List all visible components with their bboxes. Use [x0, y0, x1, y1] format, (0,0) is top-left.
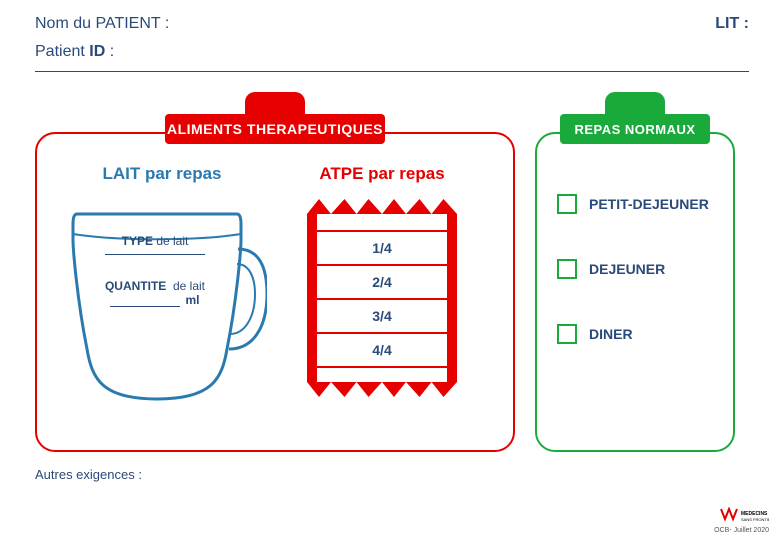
atpe-fraction-4[interactable]: 4/4 — [317, 332, 447, 366]
header-row-2: Patient ID : — [35, 43, 749, 61]
patient-name-label: Nom du PATIENT : — [35, 15, 169, 33]
atpe-sachet: 1/4 2/4 3/4 4/4 — [307, 199, 457, 397]
milk-title: LAIT par repas — [57, 164, 267, 184]
milk-unit: ml — [185, 293, 199, 307]
normal-meals-panel: REPAS NORMAUX PETIT-DEJEUNER DEJEUNER DI… — [535, 132, 735, 452]
normal-title: REPAS NORMAUX — [560, 114, 710, 144]
atpe-fraction-3[interactable]: 3/4 — [317, 298, 447, 332]
atpe-fraction-1[interactable]: 1/4 — [317, 230, 447, 264]
sachet-top-edge — [307, 199, 457, 214]
milk-quantity-label: QUANTITE de lait — [85, 279, 225, 293]
lunch-checkbox[interactable] — [557, 259, 577, 279]
bed-label: LIT : — [715, 15, 749, 33]
milk-type-label: TYPE de lait — [85, 234, 225, 248]
svg-text:SANS FRONTIERES: SANS FRONTIERES — [741, 517, 769, 522]
breakfast-checkbox[interactable] — [557, 194, 577, 214]
patient-id-label: Patient ID : — [35, 43, 114, 61]
atpe-section: ATPE par repas 1/4 2/4 3/4 4/4 — [297, 164, 467, 430]
meal-lunch: DEJEUNER — [557, 259, 713, 279]
normal-clip: REPAS NORMAUX — [560, 92, 710, 144]
milk-quantity-line[interactable] — [110, 306, 180, 307]
atpe-title: ATPE par repas — [297, 164, 467, 184]
milk-type-line[interactable] — [105, 254, 205, 255]
main-area: ALIMENTS THERAPEUTIQUES LAIT par repas T… — [0, 72, 784, 452]
patient-header: Nom du PATIENT : LIT : Patient ID : — [0, 0, 784, 72]
therapeutic-panel: ALIMENTS THERAPEUTIQUES LAIT par repas T… — [35, 132, 515, 452]
msf-logo-icon: MEDECINS SANS FRONTIERES — [719, 507, 769, 527]
meal-dinner: DINER — [557, 324, 713, 344]
meal-breakfast: PETIT-DEJEUNER — [557, 194, 713, 214]
header-row-1: Nom du PATIENT : LIT : — [35, 15, 749, 33]
breakfast-label: PETIT-DEJEUNER — [589, 196, 709, 212]
dinner-checkbox[interactable] — [557, 324, 577, 344]
therapeutic-clip: ALIMENTS THERAPEUTIQUES — [165, 92, 385, 144]
cup-graphic: TYPE de lait QUANTITE de lait ml — [57, 199, 267, 409]
other-requirements-label: Autres exigences : — [35, 467, 142, 482]
footer-credit: MEDECINS SANS FRONTIERES OCB- Juillet 20… — [714, 507, 769, 534]
therapeutic-title: ALIMENTS THERAPEUTIQUES — [165, 114, 385, 144]
lunch-label: DEJEUNER — [589, 261, 665, 277]
dinner-label: DINER — [589, 326, 633, 342]
atpe-fraction-2[interactable]: 2/4 — [317, 264, 447, 298]
sachet-bottom-edge — [307, 382, 457, 397]
milk-section: LAIT par repas TYPE de lait QUANTITE de … — [57, 164, 267, 430]
